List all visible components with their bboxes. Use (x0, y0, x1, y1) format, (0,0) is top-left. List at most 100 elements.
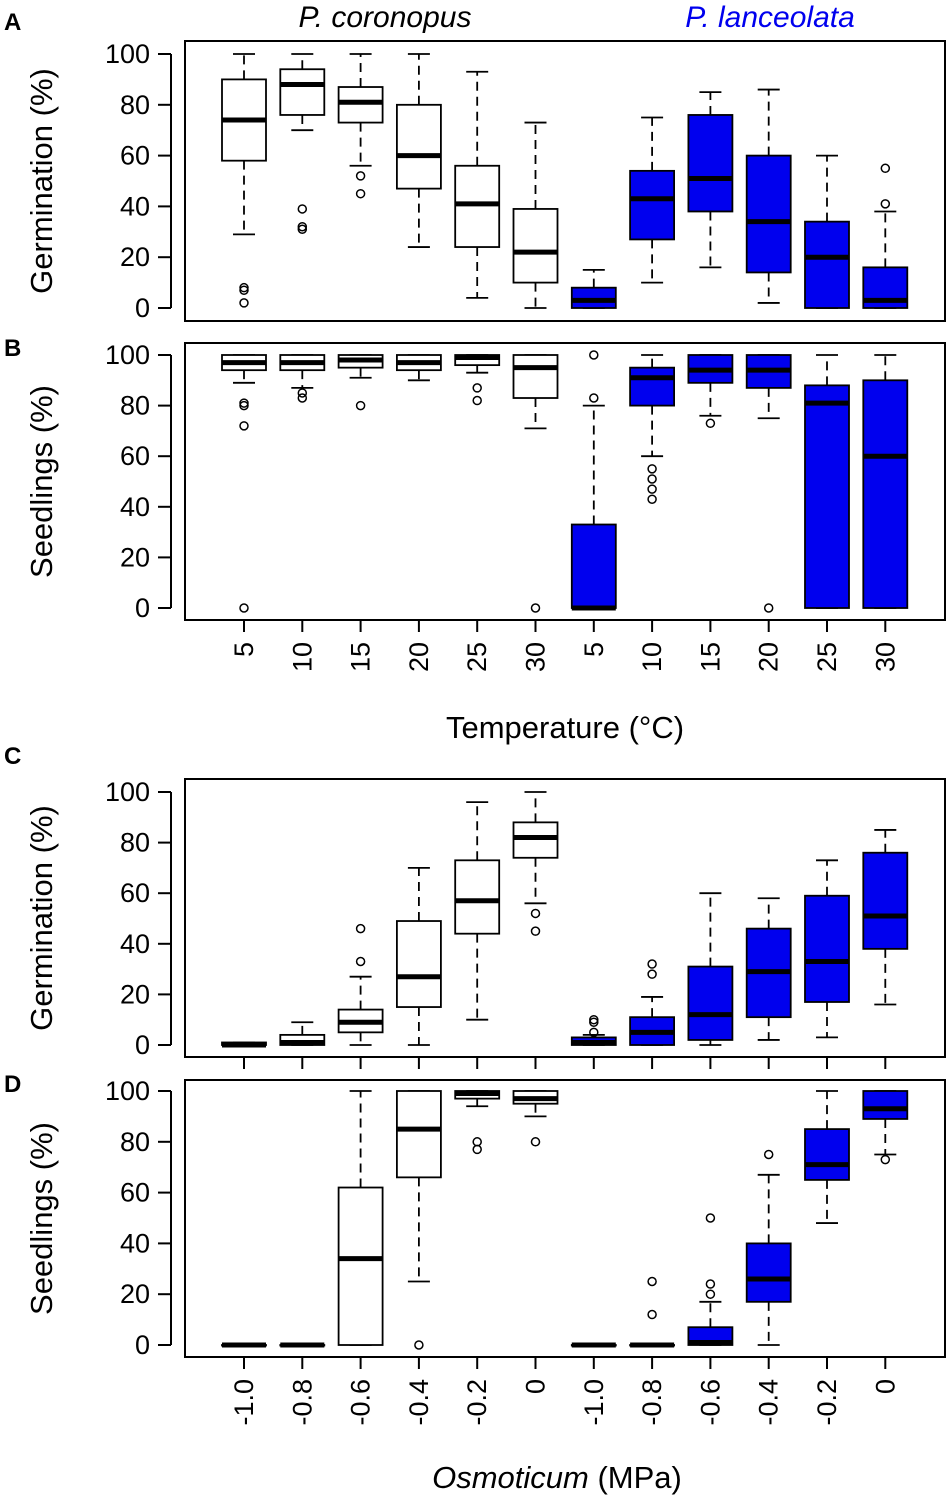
box--0.4-coronopus (395, 867, 442, 1046)
x-tick-label: 20 (404, 642, 434, 672)
y-tick-label: 20 (120, 242, 150, 272)
x-tick-label: 30 (870, 642, 900, 672)
box-body (629, 366, 675, 407)
y-tick-label: 80 (120, 1127, 150, 1157)
box--0.2-coronopus (454, 1090, 501, 1155)
outlier-point (472, 395, 482, 406)
outlier-point (239, 298, 249, 308)
box-body (570, 523, 617, 609)
x-tick-label: 0 (521, 1379, 551, 1394)
x-tick-label: 25 (462, 642, 492, 672)
box-30-lanceolata (862, 354, 909, 609)
box--0.8-lanceolata (629, 959, 675, 1046)
box--0.2-lanceolata (804, 1090, 850, 1224)
x-tick-label: 15 (695, 642, 725, 672)
box-body (454, 164, 501, 248)
outlier-point (647, 959, 657, 969)
outlier-point (880, 1154, 891, 1165)
outlier-point (763, 603, 774, 613)
box--1.0-coronopus (221, 1041, 267, 1048)
outlier-point (589, 1014, 599, 1025)
y-tick-label: 60 (120, 1178, 150, 1208)
panel-letter: A (4, 9, 21, 36)
box--0.8-coronopus (279, 1342, 326, 1348)
y-tick-label: 80 (120, 90, 150, 120)
x-tick-label: 5 (229, 642, 259, 657)
box-body (337, 86, 384, 124)
plot-frame (184, 342, 946, 621)
outlier-point (472, 383, 482, 393)
outlier-point (589, 1027, 599, 1038)
plot-frame (184, 40, 946, 322)
box--0.8-lanceolata (629, 1276, 675, 1348)
y-tick-label: 80 (120, 391, 150, 421)
x-tick-label: 15 (346, 642, 376, 672)
box-5-coronopus (221, 354, 267, 613)
outlier-point (763, 1149, 774, 1160)
outlier-point (647, 464, 657, 474)
outlier-point (472, 1137, 482, 1147)
y-tick-label: 100 (105, 340, 150, 370)
box-body (279, 68, 326, 116)
box--0.2-lanceolata (804, 859, 850, 1039)
x-axis-title-unit: (MPa) (589, 1460, 682, 1495)
box-0-coronopus (512, 791, 559, 936)
panel-a: A Germination (%) 0 20 40 60 80 100 (4, 9, 946, 323)
box-0-lanceolata (862, 829, 909, 1006)
y-tick-label: 0 (135, 593, 150, 623)
y-tick-label: 20 (120, 979, 150, 1009)
x-tick-label: 10 (637, 642, 667, 672)
box-20-coronopus (395, 354, 442, 382)
box-body (862, 379, 909, 609)
box-body (570, 286, 617, 309)
y-tick-label: 100 (105, 1076, 150, 1106)
outlier-point (239, 398, 249, 408)
box-0-coronopus (512, 1090, 559, 1147)
outlier-point (647, 969, 657, 979)
x-tick-label: -0.4 (754, 1379, 784, 1426)
outlier-point (880, 199, 891, 209)
outlier-point (297, 388, 308, 398)
outlier-point (647, 494, 657, 504)
box-15-lanceolata (687, 91, 734, 269)
box--0.2-coronopus (454, 801, 501, 1021)
box--0.6-coronopus (337, 923, 384, 1046)
outlier-point (355, 171, 366, 181)
box-25-coronopus (454, 70, 501, 299)
box-10-lanceolata (629, 116, 675, 284)
box-body (804, 220, 850, 309)
panel-letter: C (4, 743, 21, 770)
panel-c: C Germination (%) 0 20 40 60 80 100 (4, 743, 946, 1069)
box-body (279, 1033, 326, 1046)
box-body (454, 354, 501, 367)
outlier-point (355, 188, 366, 199)
outlier-point (705, 418, 716, 429)
y-tick-label: 100 (105, 39, 150, 69)
box-20-lanceolata (745, 88, 792, 304)
y-tick-label: 40 (120, 1228, 150, 1258)
box-15-coronopus (337, 53, 384, 199)
x-tick-label: 5 (579, 642, 609, 657)
box-body (804, 384, 850, 609)
box-body (745, 154, 792, 274)
outlier-point (297, 221, 308, 232)
box-30-coronopus (512, 121, 559, 309)
outlier-point (530, 603, 541, 613)
outlier-point (530, 908, 541, 919)
box--0.6-lanceolata (687, 892, 734, 1046)
plot-frame (184, 778, 946, 1058)
box--0.6-lanceolata (687, 1213, 734, 1346)
box--0.4-coronopus (395, 1090, 442, 1350)
outlier-point (355, 923, 366, 934)
box-30-coronopus (512, 354, 559, 613)
box-body (687, 114, 734, 213)
x-tick-label: 25 (812, 642, 842, 672)
box-body (804, 894, 850, 1003)
outlier-point (530, 1137, 541, 1147)
x-tick-label: -0.8 (637, 1379, 667, 1426)
y-tick-label: 40 (120, 191, 150, 221)
box-body (862, 1090, 909, 1120)
outlier-point (355, 956, 366, 967)
